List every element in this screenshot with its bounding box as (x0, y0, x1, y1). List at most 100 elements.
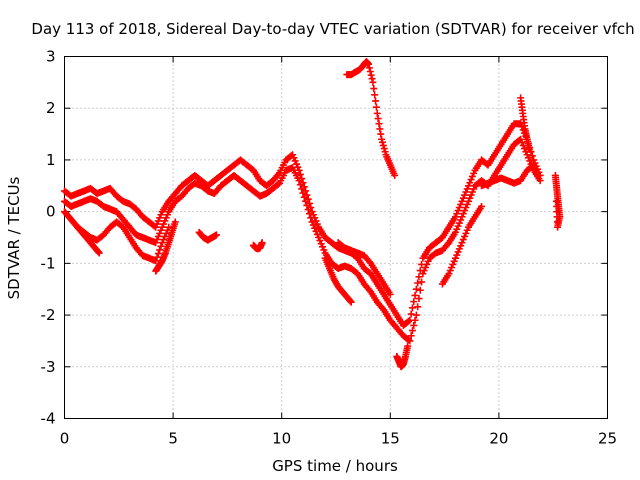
data-point (347, 298, 355, 306)
data-point (213, 231, 221, 239)
series-arc-11 (393, 342, 412, 371)
data-point (165, 223, 173, 231)
series-arc-9 (334, 239, 394, 298)
y-tick-label: -4 (41, 410, 56, 428)
data-point (370, 85, 378, 93)
data-point (154, 250, 162, 258)
data-point (528, 152, 536, 160)
series-arc-7 (249, 239, 266, 253)
x-tick-label: 25 (598, 430, 617, 448)
y-axis-label: SDTVAR / TECUs (5, 176, 23, 299)
x-tick-label: 10 (272, 430, 291, 448)
data-point (405, 336, 413, 344)
x-tick-label: 20 (489, 430, 508, 448)
data-point (171, 218, 179, 226)
y-tick-label: 0 (46, 203, 56, 221)
data-point (368, 75, 376, 83)
data-point (307, 214, 315, 222)
x-tick-label: 5 (168, 430, 178, 448)
y-tick-label: 3 (46, 48, 56, 66)
data-point (375, 120, 383, 128)
y-tick-label: -2 (41, 306, 56, 324)
data-point (416, 286, 424, 294)
series-arc-13 (478, 161, 542, 190)
data-point (377, 130, 385, 138)
plot-frame (64, 56, 608, 419)
data-point (534, 171, 542, 179)
series-arc-6 (195, 228, 221, 244)
data-point (156, 246, 164, 254)
data-point (407, 310, 415, 318)
y-tick-label: 1 (46, 151, 56, 169)
data-point (157, 242, 165, 250)
series-arc-12 (438, 202, 486, 288)
data-point (405, 317, 413, 325)
data-point (296, 170, 304, 178)
data-point (369, 78, 377, 86)
data-point (414, 279, 422, 287)
data-point (552, 197, 560, 205)
data-point (414, 303, 422, 311)
series-arc-8 (321, 254, 355, 306)
data-point (300, 193, 308, 201)
data-point (303, 201, 311, 209)
data-point (346, 297, 354, 305)
data-point (296, 181, 304, 189)
data-point (374, 115, 382, 123)
data-point (415, 273, 423, 281)
data-point (404, 342, 412, 350)
data-point (295, 177, 303, 185)
data-point (153, 253, 161, 261)
data-point (410, 321, 418, 329)
data-point (365, 64, 373, 72)
data-point (299, 189, 307, 197)
x-axis-label: GPS time / hours (272, 457, 398, 475)
data-point (410, 298, 418, 306)
data-points (61, 58, 564, 371)
x-tick-label: 0 (60, 430, 70, 448)
data-point (302, 197, 310, 205)
data-point (386, 290, 394, 298)
series-arc-5 (152, 218, 179, 275)
y-tick-label: 2 (46, 99, 56, 117)
series-arc-10 (343, 58, 399, 179)
data-point (536, 177, 544, 185)
data-point (415, 295, 423, 303)
data-point (412, 285, 420, 293)
data-point (95, 249, 103, 257)
data-point (406, 337, 414, 345)
grid-lines (64, 56, 608, 419)
data-point (373, 109, 381, 117)
data-point (391, 171, 399, 179)
data-point (258, 239, 266, 247)
series-arc-4 (74, 218, 173, 265)
data-point (372, 103, 380, 111)
data-point (371, 91, 379, 99)
data-point (478, 202, 486, 210)
data-point (525, 146, 533, 154)
data-point (407, 332, 415, 340)
data-point (94, 248, 102, 256)
data-point (304, 206, 312, 214)
data-point (412, 311, 420, 319)
data-point (411, 316, 419, 324)
data-point (365, 60, 373, 68)
x-tick-label: 15 (381, 430, 400, 448)
data-point (298, 185, 306, 193)
data-point (411, 291, 419, 299)
data-point (152, 257, 160, 265)
y-tick-label: -3 (41, 358, 56, 376)
data-point (366, 67, 374, 75)
y-tick-label: -1 (41, 254, 56, 272)
data-point (408, 304, 416, 312)
series-arc-14 (517, 94, 533, 154)
axis-ticks: 0 5 10 15 20 25 -4 -3 -2 -1 0 1 2 3 (41, 48, 618, 448)
series-arc-15 (551, 171, 564, 231)
data-point (367, 71, 375, 79)
data-point (306, 210, 314, 218)
chart-title: Day 113 of 2018, Sidereal Day-to-day VTE… (31, 20, 634, 38)
data-point (418, 278, 426, 286)
data-point (376, 125, 384, 133)
data-point (408, 327, 416, 335)
data-point (372, 97, 380, 105)
